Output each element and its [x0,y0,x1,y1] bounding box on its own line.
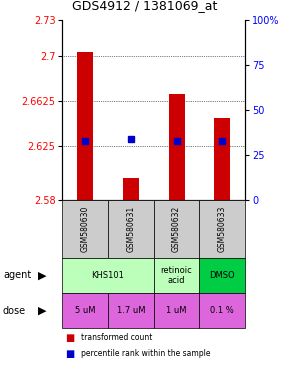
Text: ■: ■ [65,349,75,359]
Text: KHS101: KHS101 [92,271,124,280]
Text: ▶: ▶ [38,306,46,316]
Text: GSM580632: GSM580632 [172,206,181,252]
Text: GSM580633: GSM580633 [218,206,227,252]
Text: 5 uM: 5 uM [75,306,95,315]
Text: GSM580630: GSM580630 [81,206,90,252]
Text: dose: dose [3,306,26,316]
Bar [214,118,230,200]
Text: ▶: ▶ [38,270,46,280]
Text: DMSO: DMSO [209,271,235,280]
Bar [168,94,184,200]
Text: 1.7 uM: 1.7 uM [117,306,145,315]
Text: agent: agent [3,270,31,280]
Bar [123,179,139,200]
Text: retinoic
acid: retinoic acid [161,266,192,285]
Text: transformed count: transformed count [81,333,153,343]
Text: percentile rank within the sample: percentile rank within the sample [81,349,211,359]
Text: GSM580631: GSM580631 [126,206,135,252]
Bar [77,52,93,200]
Text: GDS4912 / 1381069_at: GDS4912 / 1381069_at [72,0,218,12]
Text: 1 uM: 1 uM [166,306,187,315]
Text: ■: ■ [65,333,75,343]
Text: 0.1 %: 0.1 % [210,306,234,315]
